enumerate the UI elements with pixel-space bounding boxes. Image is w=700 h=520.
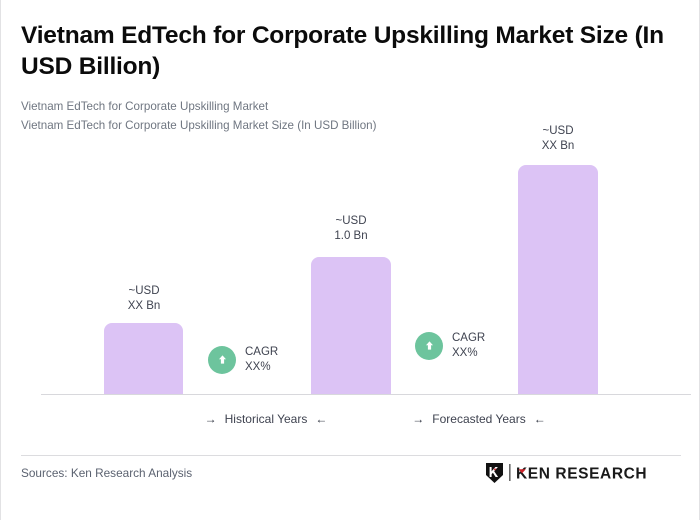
bar-base-year[interactable] <box>311 257 391 395</box>
bar-chart-plot: ~USD XX Bn ~USD 1.0 Bn ~USD XX Bn CAGR X… <box>1 0 700 440</box>
svg-text:KEN RESEARCH: KEN RESEARCH <box>516 466 647 483</box>
bar-historical[interactable] <box>104 323 183 395</box>
arrow-right-icon: → <box>412 412 425 426</box>
page-title: Vietnam EdTech for Corporate Upskilling … <box>21 22 664 80</box>
bar-value-label-1: ~USD XX Bn <box>127 285 161 312</box>
period-label-historical: Historical Years <box>224 412 308 426</box>
cagr-label-1: CAGR XX% <box>245 346 279 373</box>
ken-research-logo: KEN RESEARCH <box>485 462 679 484</box>
period-label-forecasted: Forecasted Years <box>432 412 526 426</box>
cagr-badge-2[interactable]: CAGR XX% <box>415 331 485 360</box>
bar-forecasted[interactable] <box>518 165 598 395</box>
ken-shield-icon <box>486 463 503 483</box>
bar-value-label-2: ~USD 1.0 Bn <box>334 215 368 242</box>
arrow-up-icon <box>208 345 236 374</box>
subtitle-line-1: Vietnam EdTech for Corporate Upskilling … <box>21 100 269 113</box>
period-band-forecasted: → Forecasted Years ← <box>354 410 604 428</box>
cagr-badge-1[interactable]: CAGR XX% <box>208 345 278 374</box>
arrow-left-icon: ← <box>315 412 328 426</box>
arrow-up-icon <box>415 331 443 360</box>
subtitle-block: Vietnam EdTech for Corporate Upskilling … <box>21 97 641 135</box>
period-band-historical: → Historical Years ← <box>151 410 381 428</box>
arrow-left-icon: ← <box>533 412 546 426</box>
bar-value-label-3: ~USD XX Bn <box>541 125 575 152</box>
cagr-label-2: CAGR XX% <box>452 332 486 359</box>
x-axis-line <box>41 394 691 395</box>
arrow-right-icon: → <box>204 412 217 426</box>
sources-text: Sources: Ken Research Analysis <box>21 466 193 480</box>
subtitle-line-2: Vietnam EdTech for Corporate Upskilling … <box>21 119 377 132</box>
ken-research-wordmark: KEN RESEARCH <box>509 464 647 483</box>
footer-divider <box>21 455 681 456</box>
